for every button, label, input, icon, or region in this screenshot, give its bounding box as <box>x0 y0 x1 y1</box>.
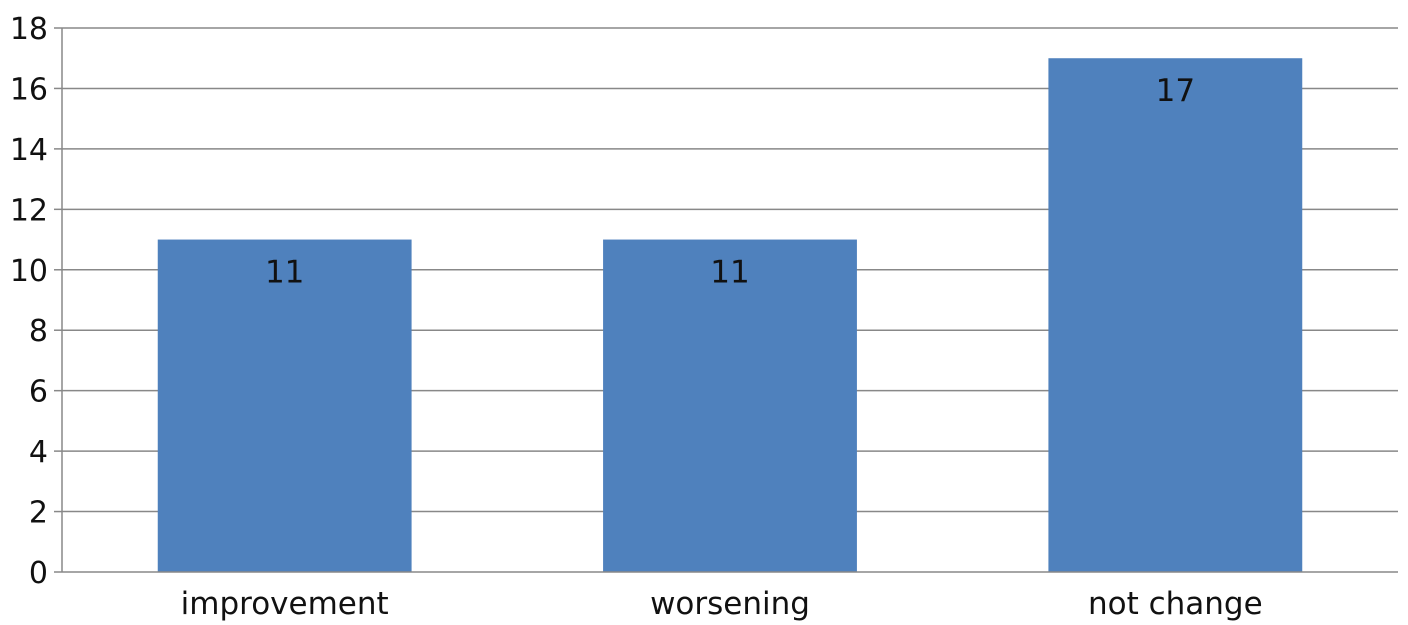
data-label: 17 <box>1156 73 1195 109</box>
x-category-label: worsening <box>650 586 810 622</box>
y-tick-label: 16 <box>10 72 48 107</box>
data-label: 11 <box>265 255 304 291</box>
axes <box>54 27 1398 573</box>
y-tick-label: 8 <box>29 314 48 349</box>
y-tick-label: 14 <box>10 133 48 168</box>
bar <box>157 239 412 573</box>
x-category-labels: improvement worsening not change <box>181 586 1263 622</box>
y-tick-label: 4 <box>29 435 48 470</box>
x-category-label: not change <box>1088 586 1263 622</box>
bar <box>603 239 857 573</box>
y-tick-label: 18 <box>10 12 48 47</box>
data-labels: 11 11 17 <box>265 73 1195 290</box>
y-tick-label: 12 <box>10 193 48 228</box>
bars <box>157 58 1303 573</box>
y-tick-labels: 0 2 4 6 8 10 12 14 16 18 <box>10 12 48 591</box>
y-tick-label: 10 <box>10 254 48 289</box>
data-label: 11 <box>710 255 749 291</box>
y-tick-label: 0 <box>29 556 48 591</box>
y-tick-label: 6 <box>29 375 48 410</box>
y-tick-label: 2 <box>29 496 48 531</box>
bar <box>1048 58 1303 572</box>
x-category-label: improvement <box>181 586 389 622</box>
